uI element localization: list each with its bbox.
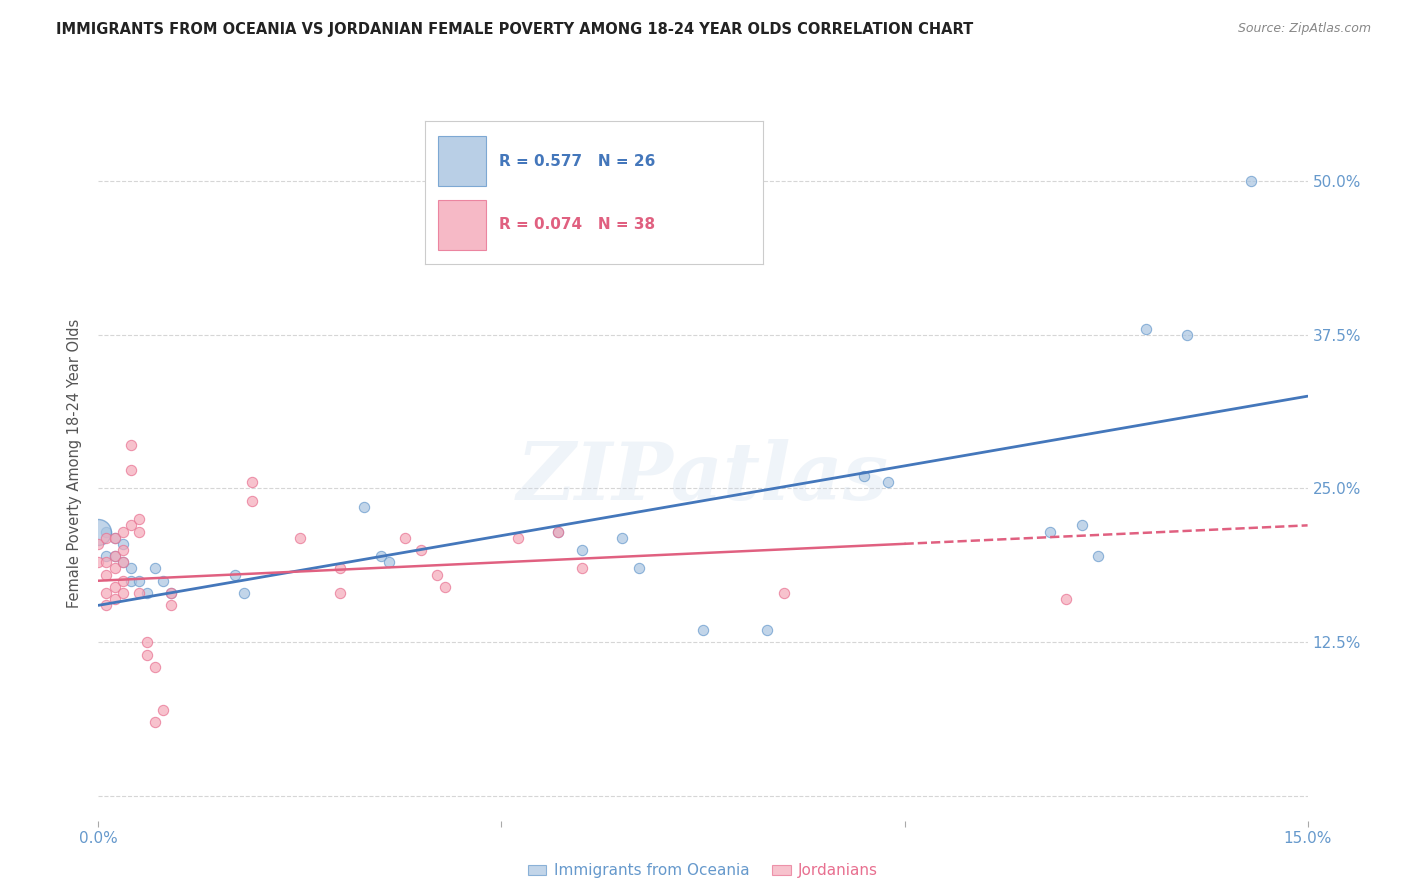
Point: [571, 543, 593, 558]
Point: [329, 586, 352, 600]
Point: [288, 531, 311, 545]
Point: [111, 543, 134, 558]
Point: [128, 524, 150, 539]
Point: [143, 660, 166, 674]
Point: [120, 438, 142, 452]
Point: [426, 567, 449, 582]
Point: [1054, 592, 1077, 607]
Point: [111, 555, 134, 569]
Point: [240, 493, 263, 508]
Point: [143, 715, 166, 730]
Point: [1135, 321, 1157, 335]
Text: ZIPatlas: ZIPatlas: [517, 440, 889, 516]
Point: [96, 549, 118, 563]
Point: [87, 555, 110, 569]
Point: [353, 500, 375, 514]
Point: [103, 531, 125, 545]
Point: [329, 561, 352, 575]
Point: [128, 586, 150, 600]
Point: [103, 549, 125, 563]
Point: [111, 574, 134, 588]
Point: [1039, 524, 1062, 539]
Point: [853, 469, 876, 483]
Point: [152, 703, 174, 717]
Point: [506, 531, 529, 545]
Point: [160, 586, 183, 600]
Point: [96, 555, 118, 569]
Point: [96, 567, 118, 582]
Point: [120, 463, 142, 477]
Point: [692, 623, 714, 637]
Point: [1240, 174, 1263, 188]
Point: [409, 543, 432, 558]
Point: [135, 648, 157, 662]
Point: [87, 537, 110, 551]
Point: [1087, 549, 1109, 563]
Point: [160, 586, 183, 600]
Point: [877, 475, 900, 490]
Point: [232, 586, 254, 600]
Point: [627, 561, 650, 575]
Point: [135, 635, 157, 649]
Point: [111, 586, 134, 600]
Point: [87, 524, 110, 539]
Point: [612, 531, 634, 545]
Point: [434, 580, 457, 594]
Point: [224, 567, 246, 582]
Point: [96, 586, 118, 600]
Point: [96, 599, 118, 613]
Point: [160, 599, 183, 613]
Legend: Immigrants from Oceania, Jordanians: Immigrants from Oceania, Jordanians: [522, 857, 884, 884]
Point: [547, 524, 569, 539]
Point: [135, 586, 157, 600]
Point: [103, 549, 125, 563]
Point: [128, 574, 150, 588]
Point: [128, 512, 150, 526]
Point: [370, 549, 392, 563]
Point: [772, 586, 794, 600]
Point: [547, 524, 569, 539]
Point: [120, 574, 142, 588]
Y-axis label: Female Poverty Among 18-24 Year Olds: Female Poverty Among 18-24 Year Olds: [67, 319, 83, 608]
Point: [394, 531, 416, 545]
Point: [111, 524, 134, 539]
Point: [571, 561, 593, 575]
Point: [103, 580, 125, 594]
Point: [756, 623, 779, 637]
Text: Source: ZipAtlas.com: Source: ZipAtlas.com: [1237, 22, 1371, 36]
Point: [111, 555, 134, 569]
Point: [96, 531, 118, 545]
Point: [103, 531, 125, 545]
Point: [240, 475, 263, 490]
Point: [1070, 518, 1092, 533]
Point: [111, 537, 134, 551]
Point: [103, 561, 125, 575]
Point: [120, 518, 142, 533]
Point: [103, 592, 125, 607]
Point: [120, 561, 142, 575]
Point: [96, 524, 118, 539]
Point: [1175, 327, 1198, 342]
Point: [152, 574, 174, 588]
Point: [377, 555, 399, 569]
Point: [143, 561, 166, 575]
Text: IMMIGRANTS FROM OCEANIA VS JORDANIAN FEMALE POVERTY AMONG 18-24 YEAR OLDS CORREL: IMMIGRANTS FROM OCEANIA VS JORDANIAN FEM…: [56, 22, 973, 37]
